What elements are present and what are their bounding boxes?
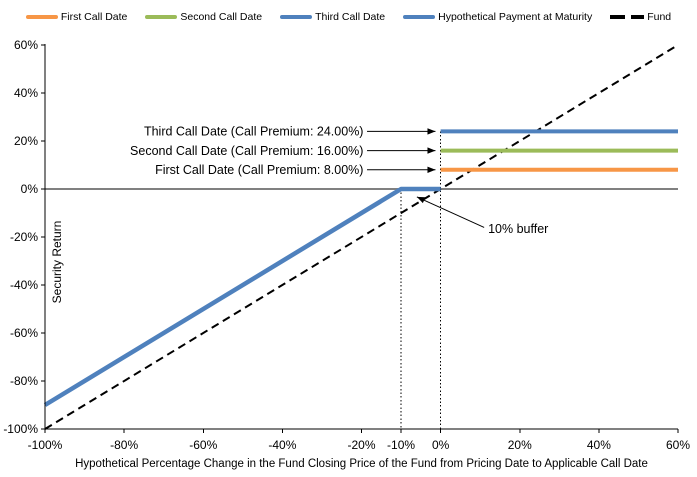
fund-dashed-line-swatch (610, 15, 645, 19)
legend-item-first-call-date: First Call Date (25, 11, 128, 23)
series-fund (44, 44, 679, 430)
legend-label-second-call-date: Second Call Date (180, 11, 263, 23)
y-tick-label--60: -60% (10, 326, 38, 340)
x-tick-label--100: -100% (28, 438, 63, 452)
legend-item-fund: Fund (610, 11, 671, 23)
legend-item-second-call-date: Second Call Date (145, 11, 262, 23)
x-tick-label-60: 60% (666, 438, 690, 452)
y-axis-title: Security Return (50, 221, 64, 304)
annotation-arrow-buffer (416, 196, 485, 228)
y-tick-label-0: 0% (21, 182, 39, 196)
series-hypothetical-payment-at-maturity (43, 186, 441, 407)
second-call-date-line-swatch (145, 15, 178, 19)
x-tick-label-20: 20% (508, 438, 532, 452)
legend: First Call Date Second Call Date Third C… (0, 11, 697, 23)
x-tick-label--40: -40% (268, 438, 296, 452)
x-tick-label--60: -60% (189, 438, 217, 452)
annotation-arrowhead-third-call-date (427, 128, 436, 135)
legend-item-hypothetical-payment: Hypothetical Payment at Maturity (403, 11, 592, 23)
y-tick-label--100: -100% (3, 422, 38, 436)
legend-label-third-call-date: Third Call Date (315, 11, 386, 23)
annotation-arrowhead-second-call-date (427, 147, 436, 154)
hypothetical-payment-line-swatch (403, 15, 436, 19)
y-tick-label--20: -20% (10, 230, 38, 244)
y-tick-label-20: 20% (14, 134, 38, 148)
third-call-date-line-swatch (280, 15, 313, 19)
y-tick-label-60: 60% (14, 38, 38, 52)
legend-label-first-call-date: First Call Date (60, 11, 128, 23)
annotation-arrowhead-buffer (416, 196, 426, 204)
x-tick-label-40: 40% (587, 438, 611, 452)
annotation-arrowhead-first-call-date (427, 166, 436, 173)
annotation-third-call-date: Third Call Date (Call Premium: 24.00%) (144, 125, 364, 139)
x-tick-label--20: -20% (347, 438, 375, 452)
legend-label-fund: Fund (647, 11, 672, 23)
y-tick-label-40: 40% (14, 86, 38, 100)
x-tick-label--80: -80% (110, 438, 138, 452)
y-tick-label--40: -40% (10, 278, 38, 292)
annotation-second-call-date: Second Call Date (Call Premium: 16.00%) (130, 144, 363, 158)
first-call-date-line-swatch (25, 15, 58, 19)
y-tick-label--80: -80% (10, 374, 38, 388)
x-axis-title: Hypothetical Percentage Change in the Fu… (75, 458, 648, 470)
legend-item-third-call-date: Third Call Date (280, 11, 385, 23)
annotation-first-call-date: First Call Date (Call Premium: 8.00%) (155, 163, 363, 177)
legend-label-hypothetical-payment: Hypothetical Payment at Maturity (438, 11, 593, 23)
x-tick-label--10: -10% (387, 438, 415, 452)
x-tick-label-0: 0% (432, 438, 450, 452)
annotation-buffer: 10% buffer (488, 222, 548, 236)
